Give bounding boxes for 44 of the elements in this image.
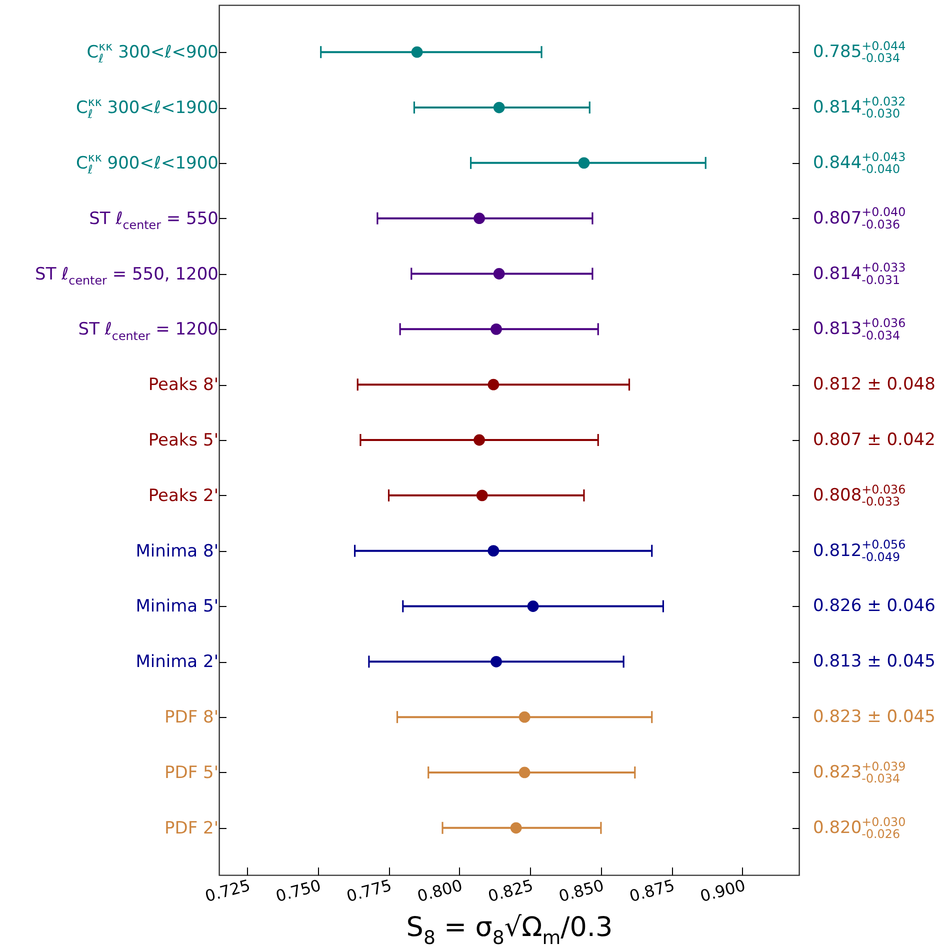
y-tick-label: PDF 2' <box>164 818 218 838</box>
x-tick-label: 0.800 <box>415 876 464 906</box>
y-tick-label: Peaks 2' <box>148 486 218 506</box>
point <box>510 822 522 834</box>
text: 0.813 ± 0.045 <box>813 652 936 672</box>
y-tick-label: C$_{ℓ}$$^{κκ}$ 300<ℓ<900 <box>86 39 218 66</box>
y-tick-label: Minima 5' <box>136 596 218 617</box>
point <box>493 268 505 280</box>
x-tick-label: 0.900 <box>698 876 748 906</box>
point <box>476 490 488 502</box>
y-tick-label: Minima 2' <box>136 652 218 672</box>
point <box>527 600 539 612</box>
point <box>493 102 505 114</box>
point <box>474 434 485 446</box>
x-tick-label: 0.750 <box>274 876 323 906</box>
y-tick-label: PDF 5' <box>164 762 218 783</box>
text: 0.823 ± 0.045 <box>813 707 936 728</box>
x-tick-label: 0.725 <box>203 876 252 906</box>
point <box>518 711 530 723</box>
x-tick-label: 0.825 <box>486 876 536 906</box>
point <box>578 157 590 169</box>
point <box>474 212 485 224</box>
y-tick-label: Peaks 8' <box>148 375 218 396</box>
y-tick-label: C$_{ℓ}$$^{κκ}$ 900<ℓ<1900 <box>76 150 218 177</box>
text: 0.812 ± 0.048 <box>813 374 936 395</box>
y-tick-label: ST ℓ$_{center}$ = 550, 1200 <box>35 264 218 288</box>
y-tick-label: ST ℓ$_{center}$ = 550 <box>89 208 218 232</box>
point <box>488 378 500 390</box>
y-tick-label: C$_{ℓ}$$^{κκ}$ 300<ℓ<1900 <box>76 94 218 122</box>
point <box>490 656 502 668</box>
x-tick-label: 0.850 <box>556 876 606 906</box>
point <box>490 323 502 335</box>
y-tick-label: Peaks 5' <box>148 430 218 450</box>
x-axis-title: S$_{8}$ = σ$_{8}$√Ω$_{m}$/0.3 <box>406 912 613 949</box>
text: 0.807 ± 0.042 <box>813 430 936 450</box>
y-tick-label: ST ℓ$_{center}$ = 1200 <box>78 320 218 343</box>
x-tick-label: 0.875 <box>627 876 677 906</box>
x-tick-label: 0.775 <box>344 876 394 906</box>
text: 0.826 ± 0.046 <box>813 596 936 616</box>
point <box>518 766 530 778</box>
point <box>488 545 500 557</box>
point <box>411 46 423 58</box>
y-tick-label: PDF 8' <box>164 708 218 728</box>
y-tick-label: Minima 8' <box>136 541 218 562</box>
